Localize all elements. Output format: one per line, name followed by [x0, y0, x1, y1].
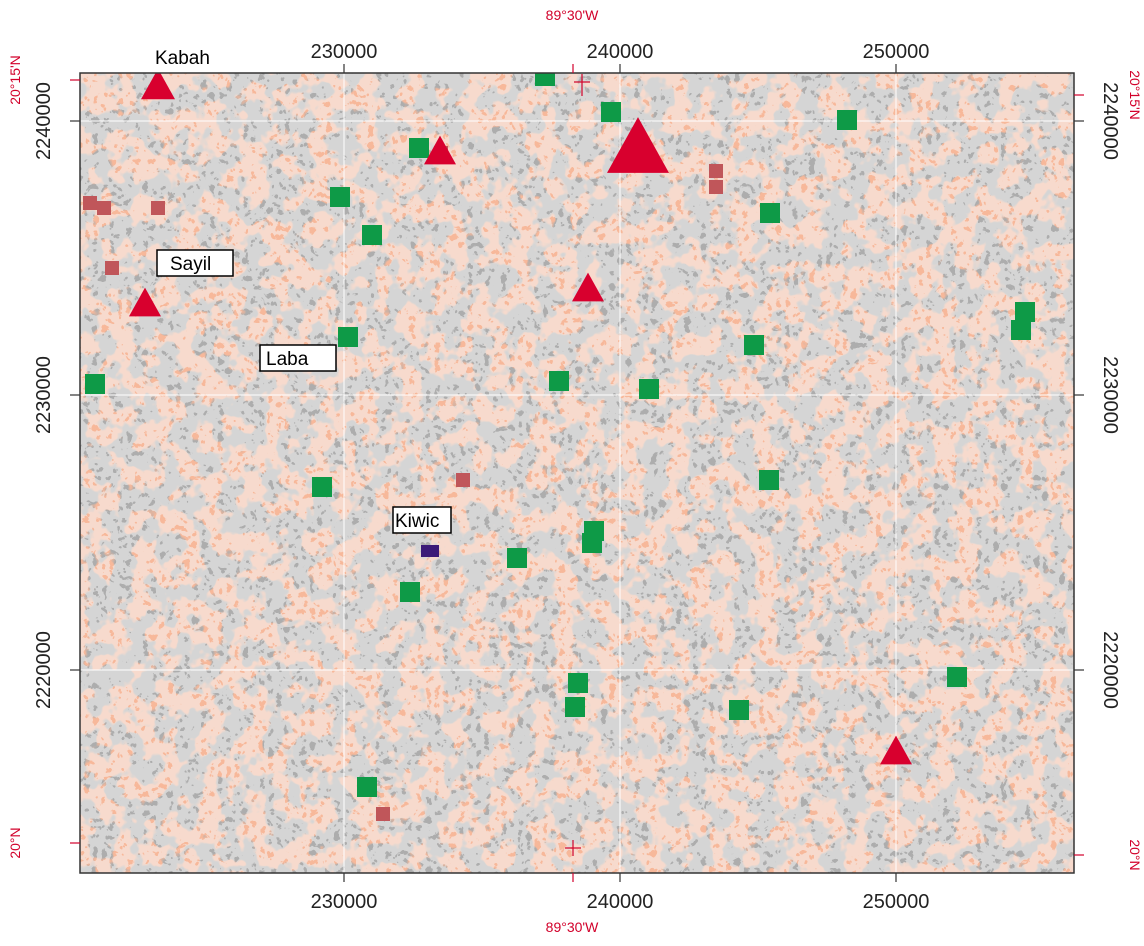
green-site-marker [582, 533, 602, 553]
brown-site-marker [105, 261, 119, 275]
frame-ticks [70, 64, 1084, 882]
brown-site-marker [709, 164, 723, 178]
site-label-kiwic: Kiwic [395, 511, 439, 532]
site-label-sayil: Sayil [170, 254, 211, 275]
site-label-kiwic-box: Kiwic [392, 506, 452, 534]
red-site-marker [607, 117, 669, 173]
easting-label-bottom-1: 230000 [311, 891, 378, 913]
longitude-label-top: 89°30'W [546, 7, 599, 23]
green-site-marker [568, 673, 588, 693]
easting-label-top-2: 240000 [587, 41, 654, 63]
red-site-marker [880, 735, 912, 765]
latitude-label-left-bottom: 20°N [7, 827, 23, 858]
red-site-marker [129, 287, 161, 317]
latlon-ticks [70, 64, 1084, 882]
easting-label-bottom-3: 250000 [863, 891, 930, 913]
green-site-marker [565, 697, 585, 717]
longitude-label-bottom: 89°30'W [546, 919, 599, 935]
latitude-label-left-top: 20°15'N [7, 55, 23, 105]
latitude-label-right-top: 20°15'N [1127, 70, 1143, 120]
green-site-marker [400, 582, 420, 602]
northing-label-right-1: 2240000 [1099, 82, 1121, 160]
green-site-marker [549, 371, 569, 391]
green-site-marker [759, 470, 779, 490]
brown-site-marker [151, 201, 165, 215]
green-site-marker [535, 73, 555, 86]
northing-label-left-2: 2230000 [33, 356, 55, 434]
easting-label-top-1: 230000 [311, 41, 378, 63]
green-site-marker [947, 667, 967, 687]
red-site-marker [141, 73, 175, 100]
site-label-sayil-box: Sayil [156, 249, 234, 277]
green-site-marker [1015, 302, 1035, 322]
northing-label-right-2: 2230000 [1099, 356, 1121, 434]
green-site-marker [639, 379, 659, 399]
green-site-marker [338, 327, 358, 347]
northing-label-left-1: 2240000 [33, 82, 55, 160]
green-site-marker [760, 203, 780, 223]
green-site-marker [507, 548, 527, 568]
green-site-marker [1011, 320, 1031, 340]
purple-site-marker [421, 545, 439, 557]
site-label-laba: Laba [266, 349, 309, 370]
green-site-marker [85, 374, 105, 394]
northing-label-right-3: 2220000 [1099, 631, 1121, 709]
terrain-highlights [80, 73, 1074, 873]
green-site-marker [729, 700, 749, 720]
green-site-marker [601, 102, 621, 122]
site-markers [83, 73, 1035, 821]
red-site-marker [424, 135, 456, 165]
brown-site-marker [456, 473, 470, 487]
map-frame [79, 72, 1075, 874]
brown-site-marker [376, 807, 390, 821]
northing-label-left-3: 2220000 [33, 631, 55, 709]
green-site-marker [837, 110, 857, 130]
site-label-kabah: Kabah [155, 48, 210, 69]
green-site-marker [330, 187, 350, 207]
green-site-marker [357, 777, 377, 797]
site-label-laba-box: Laba [259, 344, 337, 372]
brown-site-marker [83, 196, 97, 210]
green-site-marker [362, 225, 382, 245]
red-site-marker [572, 272, 604, 302]
green-site-marker [744, 335, 764, 355]
latitude-label-right-bottom: 20°N [1127, 839, 1143, 870]
easting-label-top-3: 250000 [863, 41, 930, 63]
green-site-marker [409, 138, 429, 158]
easting-label-bottom-2: 240000 [587, 891, 654, 913]
brown-site-marker [97, 201, 111, 215]
green-site-marker [312, 477, 332, 497]
brown-site-marker [709, 180, 723, 194]
